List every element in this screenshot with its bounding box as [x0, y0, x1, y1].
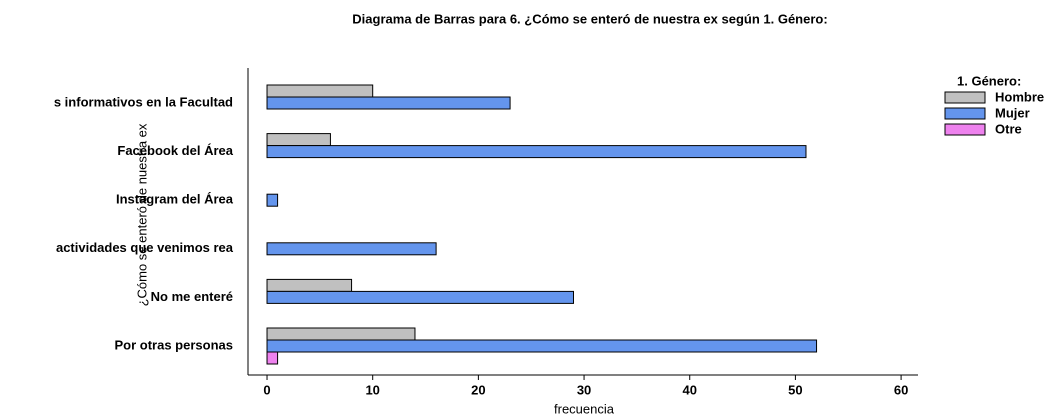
- x-tick-label: 10: [365, 382, 379, 397]
- x-tick-label: 50: [788, 382, 802, 397]
- legend-swatch: [944, 107, 986, 120]
- bar: [266, 278, 353, 292]
- bar: [266, 242, 437, 256]
- y-axis-label: ¿Cómo se enteró de nuestra ex: [134, 123, 149, 306]
- y-tick-label: Instagram del Área: [116, 192, 234, 207]
- legend-label: Mujer: [995, 105, 1030, 120]
- x-axis-label: frecuencia: [554, 401, 615, 416]
- legend-label: Hombre: [995, 89, 1044, 104]
- y-tick-label: Por otras personas: [115, 337, 234, 352]
- bar: [266, 193, 279, 207]
- y-tick-label: actividades que venimos rea: [56, 240, 234, 255]
- chart-title: Diagrama de Barras para 6. ¿Cómo se ente…: [352, 11, 827, 26]
- bar: [266, 351, 279, 365]
- x-tick-label: 20: [471, 382, 485, 397]
- x-tick-label: 60: [894, 382, 908, 397]
- legend-swatch: [944, 91, 986, 104]
- bar: [266, 84, 374, 98]
- legend-label: Otre: [995, 121, 1022, 136]
- x-tick-label: 30: [577, 382, 591, 397]
- x-tick-label: 40: [683, 382, 697, 397]
- y-tick-label: Facebook del Área: [117, 143, 233, 158]
- bar: [266, 133, 331, 147]
- bar: [266, 145, 807, 159]
- legend-swatch: [944, 123, 986, 136]
- bar: [266, 290, 574, 304]
- y-tick-label: s informativos en la Facultad: [54, 94, 233, 109]
- bar: [266, 327, 416, 341]
- y-tick-label: No me enteré: [151, 289, 233, 304]
- bar: [266, 339, 818, 353]
- legend-title: 1. Género:: [957, 73, 1021, 88]
- bar: [266, 96, 511, 110]
- x-tick-label: 0: [263, 382, 270, 397]
